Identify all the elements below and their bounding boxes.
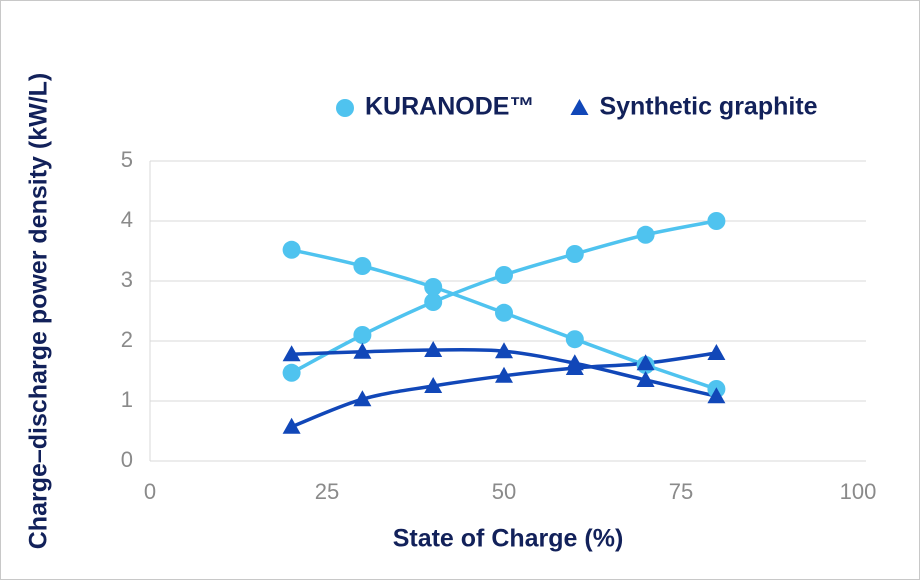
x-tick-label: 0 xyxy=(144,479,156,504)
y-tick-label: 5 xyxy=(121,147,133,172)
marker xyxy=(424,278,443,296)
marker xyxy=(282,363,301,382)
y-tick-label: 2 xyxy=(121,327,133,352)
x-tick-label: 25 xyxy=(315,479,339,504)
legend-label: KURANODE™ xyxy=(365,93,534,121)
marker xyxy=(565,354,584,371)
marker xyxy=(353,257,372,275)
marker xyxy=(495,303,513,322)
y-tick-label: 3 xyxy=(121,267,133,292)
marker xyxy=(353,326,372,344)
marker xyxy=(565,245,584,263)
y-tick-label: 1 xyxy=(121,387,133,412)
legend-marker xyxy=(336,99,354,117)
marker xyxy=(707,212,726,230)
marker xyxy=(424,293,443,311)
marker xyxy=(353,390,372,407)
marker xyxy=(565,330,584,349)
marker xyxy=(424,341,443,357)
marker xyxy=(495,342,513,359)
x-tick-label: 100 xyxy=(840,479,877,504)
x-tick-label: 50 xyxy=(492,479,516,504)
marker xyxy=(707,344,726,360)
marker xyxy=(707,387,726,404)
marker xyxy=(282,240,301,259)
y-tick-label: 0 xyxy=(121,447,133,472)
x-tick-label: 75 xyxy=(669,479,693,504)
marker xyxy=(282,345,301,362)
marker xyxy=(636,354,655,371)
marker xyxy=(282,417,301,434)
marker xyxy=(636,371,655,387)
legend-label: Synthetic graphite xyxy=(599,93,817,121)
y-tick-label: 4 xyxy=(121,207,133,232)
marker xyxy=(353,342,372,359)
y-axis-title: Charge–discharge power density (kW/L) xyxy=(25,73,53,550)
marker xyxy=(636,225,655,244)
legend-marker xyxy=(570,99,589,115)
marker xyxy=(424,377,443,393)
x-axis-title: State of Charge (%) xyxy=(393,525,624,553)
marker xyxy=(495,366,513,383)
marker xyxy=(495,266,513,284)
